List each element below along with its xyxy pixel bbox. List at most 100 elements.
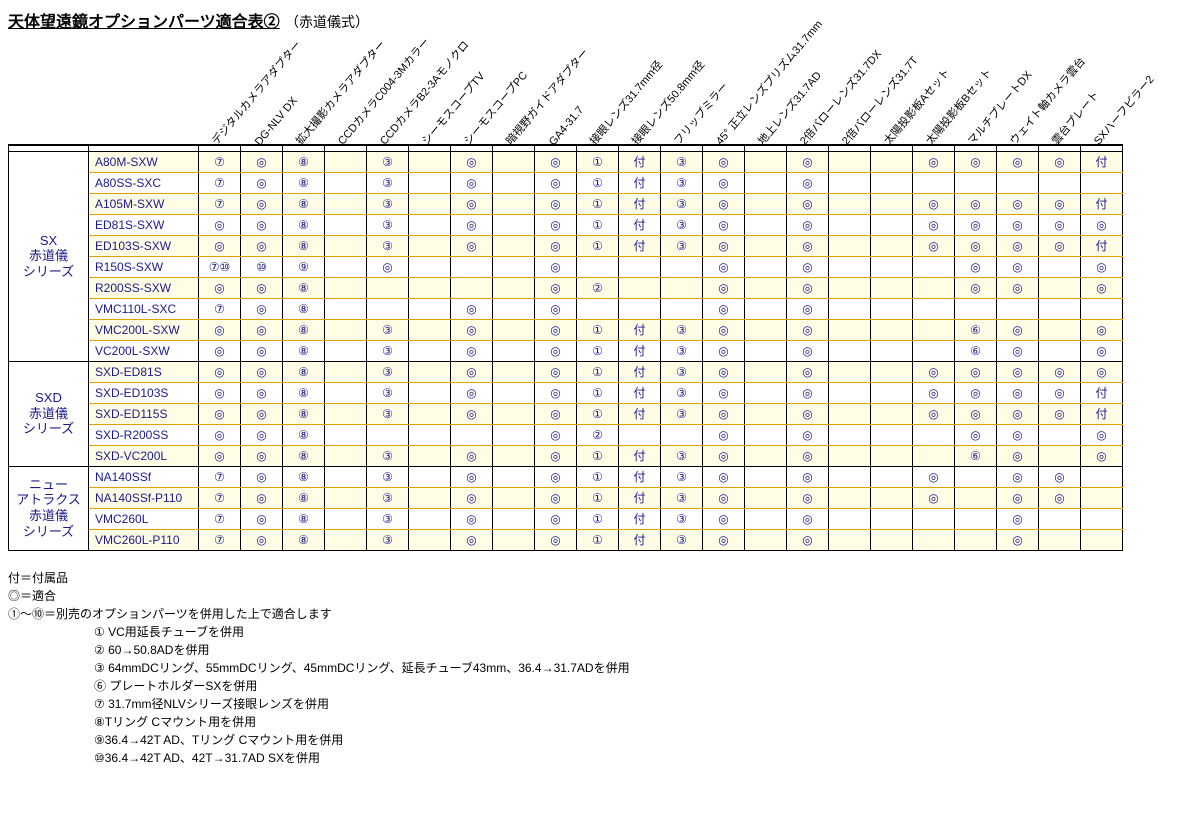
compat-cell — [745, 403, 787, 424]
compat-cell: ◎ — [955, 403, 997, 424]
compat-cell: ◎ — [955, 256, 997, 277]
compat-cell: ◎ — [535, 151, 577, 172]
compat-cell — [493, 361, 535, 382]
compat-cell: ◎ — [199, 403, 241, 424]
compat-cell: ⑧ — [283, 361, 325, 382]
compat-cell: ③ — [661, 382, 703, 403]
compat-cell: ◎ — [787, 172, 829, 193]
compat-cell: ⑧ — [283, 382, 325, 403]
compat-cell: ③ — [367, 487, 409, 508]
compat-cell: ◎ — [955, 361, 997, 382]
compat-cell — [871, 403, 913, 424]
compat-cell: ① — [577, 235, 619, 256]
compat-cell: ⑥ — [955, 445, 997, 466]
compat-cell — [1039, 445, 1081, 466]
compat-cell — [829, 508, 871, 529]
compat-cell — [829, 487, 871, 508]
compat-cell: ◎ — [787, 151, 829, 172]
compat-cell: ◎ — [535, 319, 577, 340]
compat-cell: ◎ — [535, 403, 577, 424]
compat-cell: ⑥ — [955, 340, 997, 361]
compat-cell: ◎ — [451, 319, 493, 340]
compat-cell — [871, 256, 913, 277]
model-name: VC200L-SXW — [89, 340, 199, 361]
compat-cell: ◎ — [451, 172, 493, 193]
compat-cell: ◎ — [451, 403, 493, 424]
compat-cell: ◎ — [241, 235, 283, 256]
compat-cell: ◎ — [787, 508, 829, 529]
compat-cell — [871, 361, 913, 382]
compat-cell: ◎ — [535, 277, 577, 298]
compat-cell: 付 — [619, 172, 661, 193]
compat-cell — [871, 214, 913, 235]
compat-cell: ⑦ — [199, 193, 241, 214]
compat-cell: ◎ — [997, 256, 1039, 277]
compat-cell: ① — [577, 445, 619, 466]
compat-cell — [619, 424, 661, 445]
model-name: VMC260L — [89, 508, 199, 529]
compat-cell: ⑧ — [283, 235, 325, 256]
compat-cell — [661, 277, 703, 298]
compat-cell — [913, 256, 955, 277]
compat-cell: ◎ — [1081, 445, 1123, 466]
compat-cell: ◎ — [913, 361, 955, 382]
compat-cell — [409, 298, 451, 319]
compat-cell: ◎ — [451, 340, 493, 361]
compat-cell: 付 — [619, 382, 661, 403]
compat-cell: 付 — [619, 403, 661, 424]
compat-cell: ◎ — [703, 466, 745, 487]
compat-cell — [325, 508, 367, 529]
compat-cell — [577, 256, 619, 277]
compat-cell: ◎ — [955, 235, 997, 256]
compat-cell — [493, 277, 535, 298]
compat-cell: ③ — [367, 193, 409, 214]
model-name: SXD-ED81S — [89, 361, 199, 382]
compat-cell: 付 — [1081, 403, 1123, 424]
compat-cell — [1039, 424, 1081, 445]
compat-cell — [619, 277, 661, 298]
compat-cell: ◎ — [241, 445, 283, 466]
compat-cell — [493, 235, 535, 256]
group-label: SX赤道儀シリーズ — [9, 151, 89, 361]
compat-cell — [1039, 298, 1081, 319]
compat-cell — [409, 466, 451, 487]
compat-cell: ◎ — [787, 529, 829, 550]
compat-cell: ◎ — [997, 193, 1039, 214]
compat-cell — [829, 193, 871, 214]
compat-cell: ◎ — [535, 172, 577, 193]
compat-cell — [871, 445, 913, 466]
compat-cell: ◎ — [241, 466, 283, 487]
compat-cell: ◎ — [241, 340, 283, 361]
compat-cell: ◎ — [451, 151, 493, 172]
compat-cell: ⑧ — [283, 529, 325, 550]
compat-cell: ◎ — [703, 319, 745, 340]
legend-note: ⑥ プレートホルダーSXを併用 — [8, 677, 1191, 695]
compat-cell — [1039, 340, 1081, 361]
compat-cell — [325, 529, 367, 550]
compat-cell: ◎ — [241, 508, 283, 529]
compat-cell: ◎ — [997, 277, 1039, 298]
compat-cell: ⑦ — [199, 487, 241, 508]
compat-cell — [493, 319, 535, 340]
compat-cell: ◎ — [199, 340, 241, 361]
compat-cell — [997, 298, 1039, 319]
compat-cell: ◎ — [787, 256, 829, 277]
compat-cell: ◎ — [787, 424, 829, 445]
compat-cell: ◎ — [241, 172, 283, 193]
compat-cell: ◎ — [1081, 277, 1123, 298]
compat-cell — [829, 445, 871, 466]
compat-cell: ◎ — [1081, 361, 1123, 382]
compat-cell: ① — [577, 319, 619, 340]
compat-cell — [913, 424, 955, 445]
compat-cell: ◎ — [1039, 361, 1081, 382]
compat-cell — [745, 529, 787, 550]
compat-cell — [745, 508, 787, 529]
compat-cell: ◎ — [241, 382, 283, 403]
compat-cell: ① — [577, 466, 619, 487]
compat-cell: ③ — [661, 151, 703, 172]
compat-cell — [325, 424, 367, 445]
compat-cell: ◎ — [199, 382, 241, 403]
compat-cell — [913, 508, 955, 529]
compat-cell: ◎ — [241, 403, 283, 424]
compat-cell — [493, 487, 535, 508]
